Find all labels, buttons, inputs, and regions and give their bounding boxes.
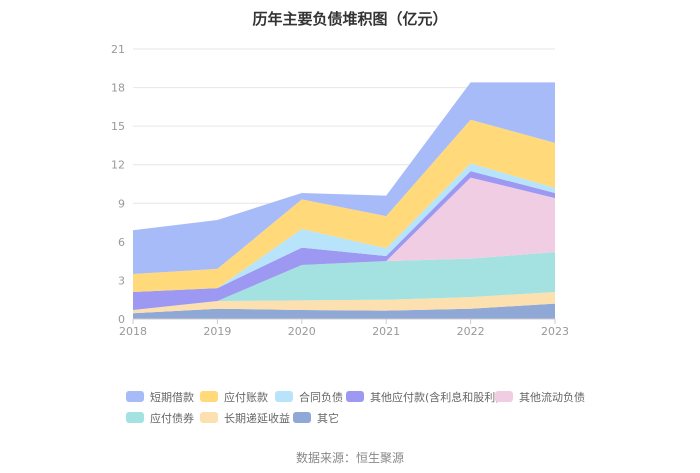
area-series-2 <box>133 252 555 310</box>
legend-swatch <box>200 412 218 423</box>
legend-item[interactable]: 合同负债 <box>275 390 343 404</box>
area-layer <box>133 82 555 319</box>
area-series-0 <box>133 303 555 319</box>
y-tick-label: 12 <box>111 159 125 172</box>
legend-item[interactable]: 短期借款 <box>126 390 194 404</box>
legend-item[interactable]: 其他应付款(含利息和股利) <box>346 390 500 404</box>
area-series-6 <box>133 119 555 292</box>
legend-swatch <box>346 391 364 402</box>
legend-label: 其它 <box>317 411 339 425</box>
legend-item[interactable]: 应付债券 <box>126 411 194 425</box>
legend-swatch <box>126 391 144 402</box>
y-tick-label: 6 <box>118 236 125 249</box>
area-series-3 <box>133 177 555 310</box>
axis-layer: 0 3 6 9 12 15 18 21 2018 2019 2020 2021 2022 2023 <box>111 43 569 338</box>
legend-label: 短期借款 <box>150 390 194 404</box>
legend-label: 应付债券 <box>150 411 194 425</box>
legend-label: 长期递延收益 <box>224 411 290 425</box>
chart-title: 历年主要负债堆积图（亿元） <box>252 10 447 28</box>
legend-label: 其他流动负债 <box>519 390 585 404</box>
legend-swatch <box>293 412 311 423</box>
area-series-5 <box>133 163 555 292</box>
x-tick-label: 2020 <box>288 325 316 338</box>
legend-item[interactable]: 应付账款 <box>200 390 268 404</box>
legend-item[interactable]: 长期递延收益 <box>200 411 290 425</box>
x-tick-label: 2019 <box>203 325 231 338</box>
y-tick-label: 0 <box>118 313 125 326</box>
legend-label: 其他应付款(含利息和股利) <box>370 390 500 404</box>
area-series-7 <box>133 82 555 275</box>
legend-swatch <box>275 391 293 402</box>
y-tick-label: 3 <box>118 274 125 287</box>
legend-label: 合同负债 <box>299 390 343 404</box>
y-tick-label: 21 <box>111 43 125 56</box>
y-tick-label: 9 <box>118 197 125 210</box>
area-series-1 <box>133 292 555 314</box>
legend-item[interactable]: 其它 <box>293 411 339 425</box>
legend-swatch <box>200 391 218 402</box>
x-tick-label: 2018 <box>119 325 147 338</box>
legend-label: 应付账款 <box>224 390 268 404</box>
y-tick-label: 18 <box>111 82 125 95</box>
y-tick-label: 15 <box>111 120 125 133</box>
x-tick-label: 2023 <box>541 325 569 338</box>
area-series-4 <box>133 171 555 310</box>
legend-item[interactable]: 其他流动负债 <box>495 390 585 404</box>
x-tick-label: 2022 <box>457 325 485 338</box>
legend-swatch <box>495 391 513 402</box>
legend-swatch <box>126 412 144 423</box>
x-tick-label: 2021 <box>372 325 400 338</box>
data-source: 数据来源：恒生聚源 <box>296 450 404 465</box>
